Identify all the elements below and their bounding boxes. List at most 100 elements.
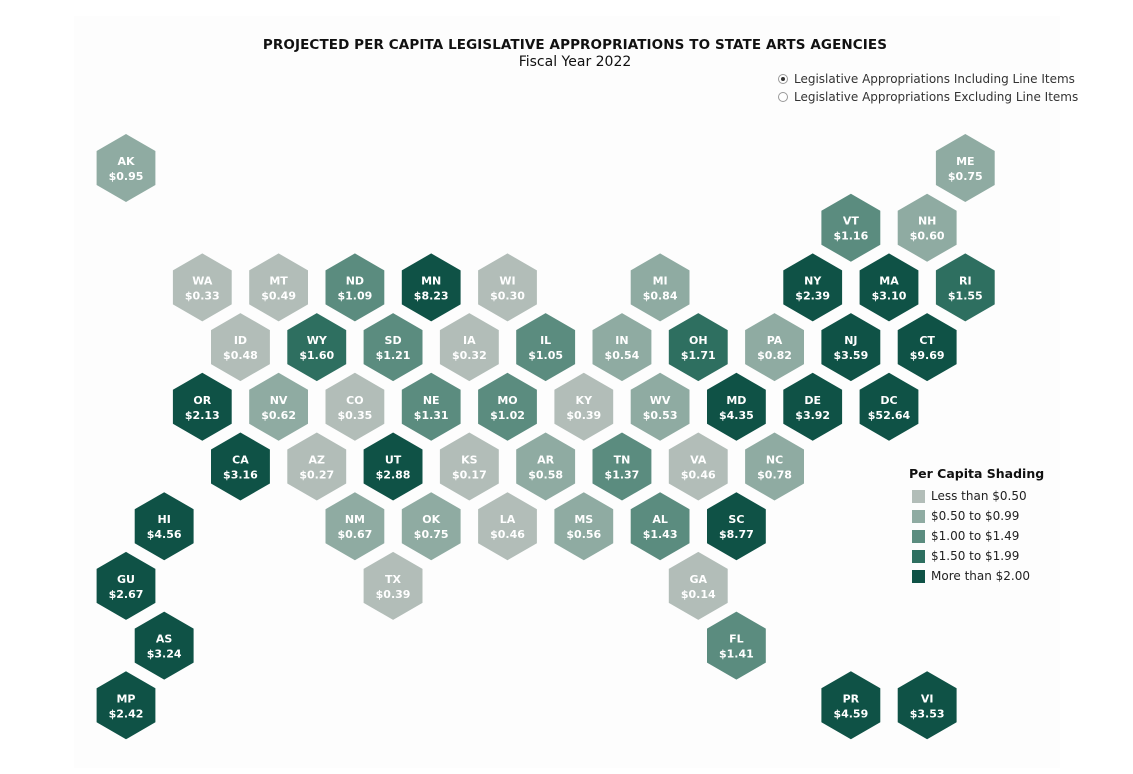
hex-shape[interactable] [363, 313, 423, 382]
hex-shape[interactable] [249, 253, 308, 322]
hex-shape[interactable] [401, 253, 461, 322]
hex-shape[interactable] [363, 551, 423, 620]
hex-tile-mi[interactable]: MI $0.84 [630, 253, 690, 322]
hex-shape[interactable] [668, 313, 728, 382]
hex-shape[interactable] [935, 134, 995, 202]
hex-tile-ca[interactable]: CA $3.16 [211, 432, 270, 501]
hex-tile-ne[interactable]: NE $1.31 [401, 372, 461, 441]
option-including-line-items[interactable]: Legislative Appropriations Including Lin… [778, 71, 1075, 87]
hex-shape[interactable] [668, 432, 728, 501]
hex-tile-la[interactable]: LA $0.46 [478, 492, 537, 561]
hex-tile-al[interactable]: AL $1.43 [630, 492, 690, 561]
hex-tile-wv[interactable]: WV $0.53 [630, 372, 690, 441]
hex-shape[interactable] [249, 372, 308, 441]
hex-shape[interactable] [172, 253, 232, 322]
hex-shape[interactable] [478, 253, 537, 322]
hex-shape[interactable] [287, 432, 347, 501]
hex-tile-sd[interactable]: SD $1.21 [363, 313, 423, 382]
hex-tile-wi[interactable]: WI $0.30 [478, 253, 537, 322]
hex-tile-wy[interactable]: WY $1.60 [287, 313, 347, 382]
hex-shape[interactable] [325, 492, 385, 561]
hex-tile-ar[interactable]: AR $0.58 [516, 432, 576, 501]
hex-tile-ut[interactable]: UT $2.88 [363, 432, 423, 501]
hex-shape[interactable] [401, 492, 461, 561]
hex-shape[interactable] [783, 253, 843, 322]
hex-shape[interactable] [439, 313, 499, 382]
hex-shape[interactable] [859, 253, 919, 322]
hex-tile-mo[interactable]: MO $1.02 [478, 372, 537, 441]
hex-shape[interactable] [96, 671, 156, 740]
hex-tile-ks[interactable]: KS $0.17 [439, 432, 499, 501]
hex-tile-oh[interactable]: OH $1.71 [668, 313, 728, 382]
radio-unselected-icon[interactable] [778, 92, 788, 102]
hex-shape[interactable] [821, 313, 881, 382]
hex-shape[interactable] [707, 492, 766, 561]
hex-shape[interactable] [554, 492, 614, 561]
hex-shape[interactable] [935, 253, 995, 322]
hex-shape[interactable] [325, 372, 385, 441]
radio-selected-icon[interactable] [778, 74, 788, 84]
hex-shape[interactable] [821, 193, 881, 262]
hex-tile-pr[interactable]: PR $4.59 [821, 671, 881, 740]
hex-tile-nm[interactable]: NM $0.67 [325, 492, 385, 561]
hex-shape[interactable] [478, 372, 537, 441]
hex-tile-hi[interactable]: HI $4.56 [134, 492, 194, 561]
hex-shape[interactable] [325, 253, 385, 322]
hex-shape[interactable] [745, 432, 804, 501]
hex-tile-mn[interactable]: MN $8.23 [401, 253, 461, 322]
hex-tile-me[interactable]: ME $0.75 [935, 134, 995, 202]
hex-tile-pa[interactable]: PA $0.82 [745, 313, 804, 382]
hex-tile-vt[interactable]: VT $1.16 [821, 193, 881, 262]
hex-tile-tn[interactable]: TN $1.37 [592, 432, 652, 501]
hex-shape[interactable] [707, 611, 766, 680]
hex-tile-co[interactable]: CO $0.35 [325, 372, 385, 441]
hex-shape[interactable] [630, 372, 690, 441]
option-excluding-line-items[interactable]: Legislative Appropriations Excluding Lin… [778, 89, 1078, 105]
hex-tile-ma[interactable]: MA $3.10 [859, 253, 919, 322]
hex-tile-fl[interactable]: FL $1.41 [707, 611, 766, 680]
hex-shape[interactable] [859, 372, 919, 441]
hex-tile-nj[interactable]: NJ $3.59 [821, 313, 881, 382]
hex-tile-nc[interactable]: NC $0.78 [745, 432, 804, 501]
hex-shape[interactable] [287, 313, 347, 382]
hex-shape[interactable] [897, 313, 957, 382]
hex-shape[interactable] [745, 313, 804, 382]
hex-shape[interactable] [134, 492, 194, 561]
hex-tile-ct[interactable]: CT $9.69 [897, 313, 957, 382]
hex-tile-gu[interactable]: GU $2.67 [96, 551, 156, 620]
hex-shape[interactable] [897, 671, 957, 740]
hex-shape[interactable] [668, 551, 728, 620]
hex-shape[interactable] [592, 432, 652, 501]
hex-shape[interactable] [707, 372, 766, 441]
hex-tile-mt[interactable]: MT $0.49 [249, 253, 308, 322]
hex-shape[interactable] [897, 193, 957, 262]
hex-shape[interactable] [172, 372, 232, 441]
hex-tile-tx[interactable]: TX $0.39 [363, 551, 423, 620]
hex-tile-nv[interactable]: NV $0.62 [249, 372, 308, 441]
hex-tile-wa[interactable]: WA $0.33 [172, 253, 232, 322]
hex-tile-ga[interactable]: GA $0.14 [668, 551, 728, 620]
hex-tile-ia[interactable]: IA $0.32 [439, 313, 499, 382]
hex-shape[interactable] [478, 492, 537, 561]
hex-tile-de[interactable]: DE $3.92 [783, 372, 843, 441]
hex-shape[interactable] [783, 372, 843, 441]
hex-tile-sc[interactable]: SC $8.77 [707, 492, 766, 561]
hex-tile-nd[interactable]: ND $1.09 [325, 253, 385, 322]
hex-tile-mp[interactable]: MP $2.42 [96, 671, 156, 740]
hex-shape[interactable] [401, 372, 461, 441]
hex-tile-ms[interactable]: MS $0.56 [554, 492, 614, 561]
hex-shape[interactable] [134, 611, 194, 680]
hex-tile-or[interactable]: OR $2.13 [172, 372, 232, 441]
hex-tile-as[interactable]: AS $3.24 [134, 611, 194, 680]
hex-tile-id[interactable]: ID $0.48 [211, 313, 270, 382]
hex-shape[interactable] [630, 253, 690, 322]
hex-tile-az[interactable]: AZ $0.27 [287, 432, 347, 501]
hex-tile-ak[interactable]: AK $0.95 [96, 134, 156, 202]
hex-shape[interactable] [96, 551, 156, 620]
hex-tile-in[interactable]: IN $0.54 [592, 313, 652, 382]
hex-tile-ri[interactable]: RI $1.55 [935, 253, 995, 322]
hex-shape[interactable] [554, 372, 614, 441]
hex-tile-ky[interactable]: KY $0.39 [554, 372, 614, 441]
hex-tile-nh[interactable]: NH $0.60 [897, 193, 957, 262]
hex-shape[interactable] [211, 432, 270, 501]
